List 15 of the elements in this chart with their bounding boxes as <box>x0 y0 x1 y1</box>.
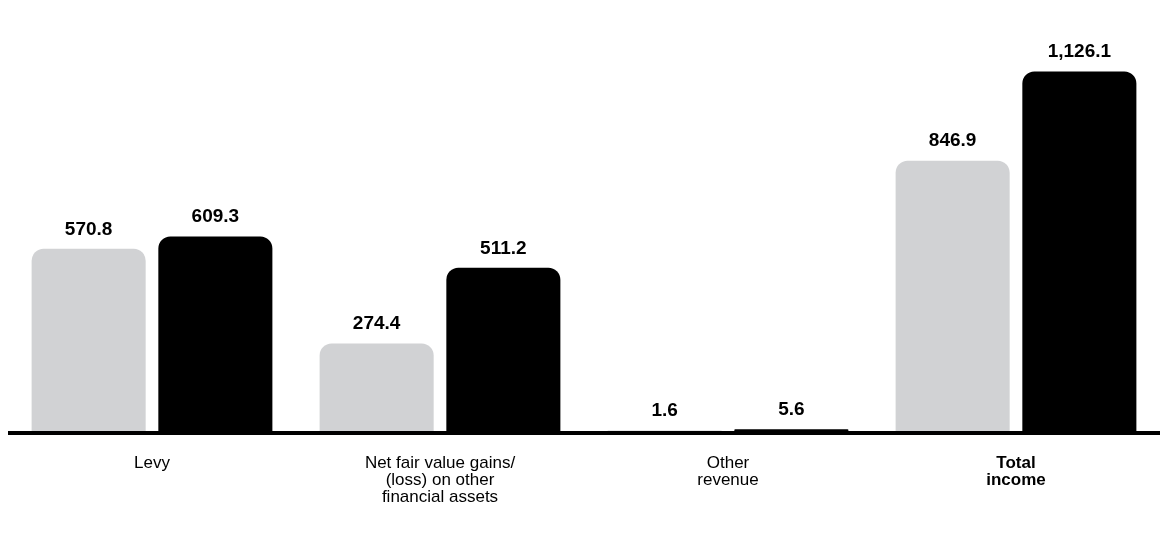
x-tick-label: Net fair value gains/ (loss) on other financial assets <box>364 453 516 507</box>
bar <box>895 160 1010 431</box>
bar <box>319 343 434 431</box>
data-label: 846.9 <box>928 129 977 151</box>
x-tick-label: Other revenue <box>697 453 759 490</box>
data-label: 609.3 <box>191 205 240 227</box>
x-tick-label: Levy <box>134 453 171 473</box>
bar <box>31 248 146 431</box>
data-label: 570.8 <box>64 217 113 239</box>
data-label: 1,126.1 <box>1047 40 1112 62</box>
x-tick-label: Total income <box>986 453 1046 490</box>
data-label: 1.6 <box>651 399 678 421</box>
data-label: 274.4 <box>352 312 401 334</box>
data-label: 511.2 <box>480 236 527 258</box>
data-label: 5.6 <box>778 397 805 419</box>
